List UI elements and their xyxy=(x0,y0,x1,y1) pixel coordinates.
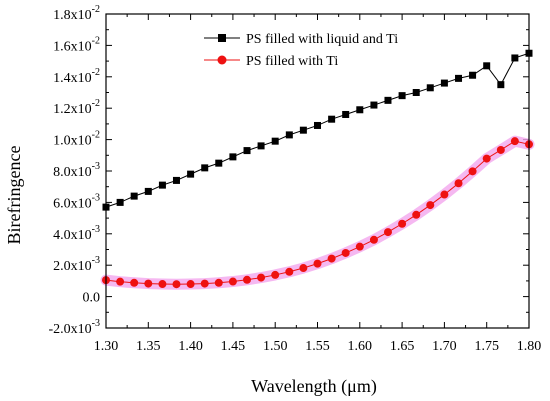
legend-entry-series-2: PS filled with Ti xyxy=(204,54,338,69)
y-tick-label: 2.0x10-3 xyxy=(53,255,100,274)
y-tick-labels: -2.0x10-3 0.0 2.0x10-3 4.0x10-3 6.0x10-3 8.0x… xyxy=(48,4,100,337)
x-tick-label: 1.65 xyxy=(390,339,415,354)
plot-frame xyxy=(105,13,530,329)
x-tick-label: 1.30 xyxy=(94,339,119,354)
data-point-circle xyxy=(271,270,280,279)
y-axis-title: Birefringence xyxy=(4,146,24,245)
y-tick-label: 1.2x10-2 xyxy=(53,98,100,117)
y-tick-label: 1.8x10-2 xyxy=(53,4,100,23)
data-point-square xyxy=(271,137,279,145)
data-point-circle xyxy=(383,228,392,237)
data-point-circle xyxy=(412,210,421,219)
series-2 xyxy=(100,135,535,290)
x-tick-label: 1.70 xyxy=(432,339,457,354)
data-point-square xyxy=(384,96,392,104)
x-axis-title: Wavelength (μm) xyxy=(251,376,377,397)
data-point-circle xyxy=(172,280,181,289)
data-point-square xyxy=(398,92,406,100)
data-point-circle xyxy=(327,254,336,263)
x-tick-labels: 1.30 1.35 1.40 1.45 1.50 1.55 1.60 1.65 1.70 1.75… xyxy=(94,339,542,354)
data-point-circle xyxy=(200,279,209,288)
legend-label-series-2: PS filled with Ti xyxy=(246,54,338,69)
data-point-square xyxy=(440,79,448,87)
data-point-square xyxy=(412,89,420,96)
x-tick-label: 1.35 xyxy=(136,339,161,354)
data-point-circle xyxy=(454,179,463,188)
y-tick-label: 6.0x10-3 xyxy=(53,192,100,211)
y-tick-label: -2.0x10-3 xyxy=(48,318,100,337)
series-layer xyxy=(100,49,535,290)
data-point-circle xyxy=(398,219,407,228)
legend-entry-series-1: PS filled with liquid and Ti xyxy=(204,32,398,47)
data-point-square xyxy=(172,176,180,184)
x-tick-label: 1.50 xyxy=(263,339,288,354)
data-point-square xyxy=(229,153,237,161)
data-point-circle xyxy=(468,167,477,176)
data-point-square xyxy=(511,54,519,62)
data-point-square xyxy=(370,101,378,109)
y-tick-label: 8.0x10-3 xyxy=(53,161,100,180)
data-point-square xyxy=(426,84,434,92)
data-point-square xyxy=(356,106,364,114)
data-point-circle xyxy=(426,201,435,210)
data-point-square xyxy=(497,81,505,89)
data-point-circle xyxy=(228,277,237,286)
data-point-circle xyxy=(313,259,322,268)
data-point-circle xyxy=(482,154,491,163)
legend-marker-circle xyxy=(217,55,227,65)
y-tick-label: 1.4x10-2 xyxy=(53,67,100,86)
data-point-circle xyxy=(257,273,266,282)
data-point-circle xyxy=(214,278,223,287)
data-point-square xyxy=(130,192,138,200)
data-point-square xyxy=(243,147,251,155)
legend-marker-square xyxy=(218,34,226,42)
y-tick-label: 4.0x10-3 xyxy=(53,224,100,243)
y-tick-label: 1.0x10-2 xyxy=(53,130,100,149)
legend-label-series-1: PS filled with liquid and Ti xyxy=(246,32,398,47)
x-tick-label: 1.55 xyxy=(305,339,330,354)
data-point-square xyxy=(215,159,223,167)
x-tick-label: 1.60 xyxy=(348,339,373,354)
x-tick-label: 1.75 xyxy=(474,339,499,354)
data-point-circle xyxy=(158,280,167,289)
data-point-circle xyxy=(355,242,364,251)
data-point-square xyxy=(158,181,166,189)
x-tick-label: 1.40 xyxy=(178,339,203,354)
data-point-square xyxy=(144,187,152,195)
data-point-circle xyxy=(130,278,139,287)
data-point-square xyxy=(483,62,491,70)
data-point-square xyxy=(455,74,463,82)
data-point-square xyxy=(299,126,307,134)
series-1 xyxy=(102,49,533,211)
data-point-circle xyxy=(285,267,294,276)
data-point-square xyxy=(342,110,350,118)
data-point-square xyxy=(285,131,293,139)
data-point-circle xyxy=(440,190,449,199)
data-point-square xyxy=(469,71,477,79)
data-point-circle xyxy=(243,275,252,284)
data-point-square xyxy=(187,170,195,178)
data-point-circle xyxy=(186,280,195,289)
data-point-square xyxy=(116,198,124,206)
data-point-circle xyxy=(369,235,378,244)
data-point-circle xyxy=(144,279,153,288)
data-point-square xyxy=(201,164,209,172)
x-tick-label: 1.45 xyxy=(221,339,246,354)
data-point-circle xyxy=(496,145,505,154)
legend: PS filled with liquid and Ti PS filled w… xyxy=(204,32,398,69)
y-tick-label: 1.6x10-2 xyxy=(53,35,100,54)
data-point-square xyxy=(314,121,321,129)
data-point-circle xyxy=(510,137,519,146)
x-tick-label: 1.80 xyxy=(517,339,542,354)
data-point-square xyxy=(328,115,336,123)
data-point-circle xyxy=(341,248,350,257)
y-tick-label: 0.0 xyxy=(83,291,101,306)
data-point-square xyxy=(257,142,265,150)
data-point-circle xyxy=(116,277,125,286)
data-point-circle xyxy=(299,264,308,273)
